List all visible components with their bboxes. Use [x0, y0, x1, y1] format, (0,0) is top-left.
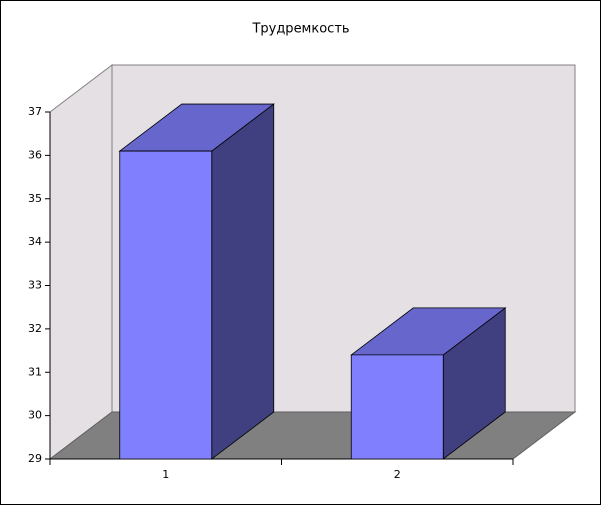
y-tick-label: 33 [28, 279, 42, 292]
y-tick-label: 29 [28, 452, 42, 465]
x-tick-label: 2 [394, 468, 401, 481]
x-tick-label: 1 [162, 468, 169, 481]
bar-front [119, 150, 213, 460]
y-tick-label: 32 [28, 322, 42, 335]
y-tick-label: 37 [28, 105, 42, 118]
chart-title: Трудремкость [251, 22, 349, 37]
y-tick-label: 35 [28, 192, 42, 205]
bar [118, 103, 275, 460]
bar-front [350, 354, 444, 460]
bar [350, 307, 507, 460]
y-tick-label: 36 [28, 148, 42, 161]
bar-side [211, 103, 275, 460]
y-tick-label: 30 [28, 409, 42, 422]
y-tick-label: 31 [28, 365, 42, 378]
side-wall [49, 63, 113, 461]
y-tick-label: 34 [28, 235, 42, 248]
